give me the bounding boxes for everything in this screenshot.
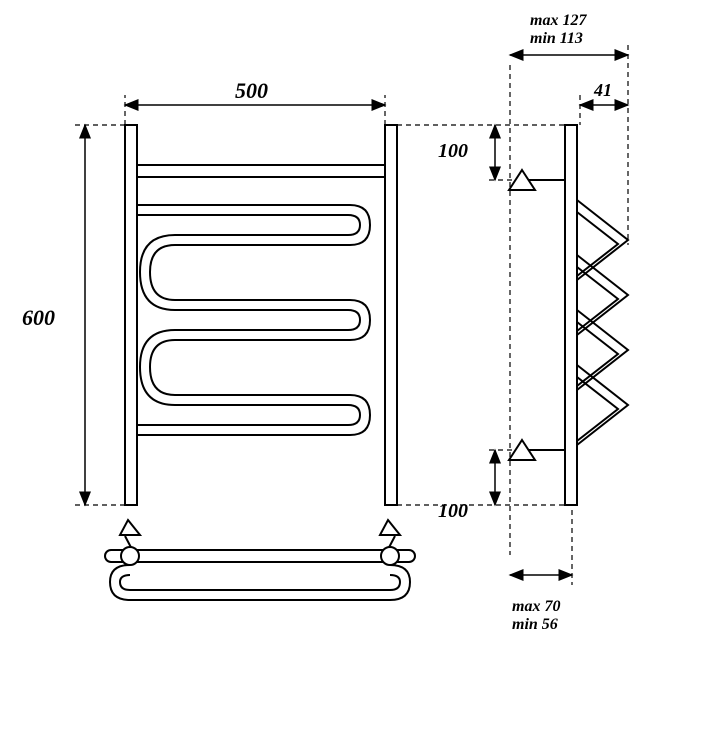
dim-depth-top-1: max 127: [530, 12, 586, 30]
dim-width-label: 500: [235, 78, 268, 104]
dim-side-top-label: 100: [438, 140, 468, 163]
dim-height-label: 600: [22, 305, 55, 331]
dim-depth-top-2: min 113: [530, 30, 583, 48]
dim-small-label: 41: [594, 80, 612, 101]
dim-side-bot-label: 100: [438, 500, 468, 523]
dim-depth-bot-2: min 56: [512, 616, 558, 634]
dim-depth-bot-1: max 70: [512, 598, 560, 616]
